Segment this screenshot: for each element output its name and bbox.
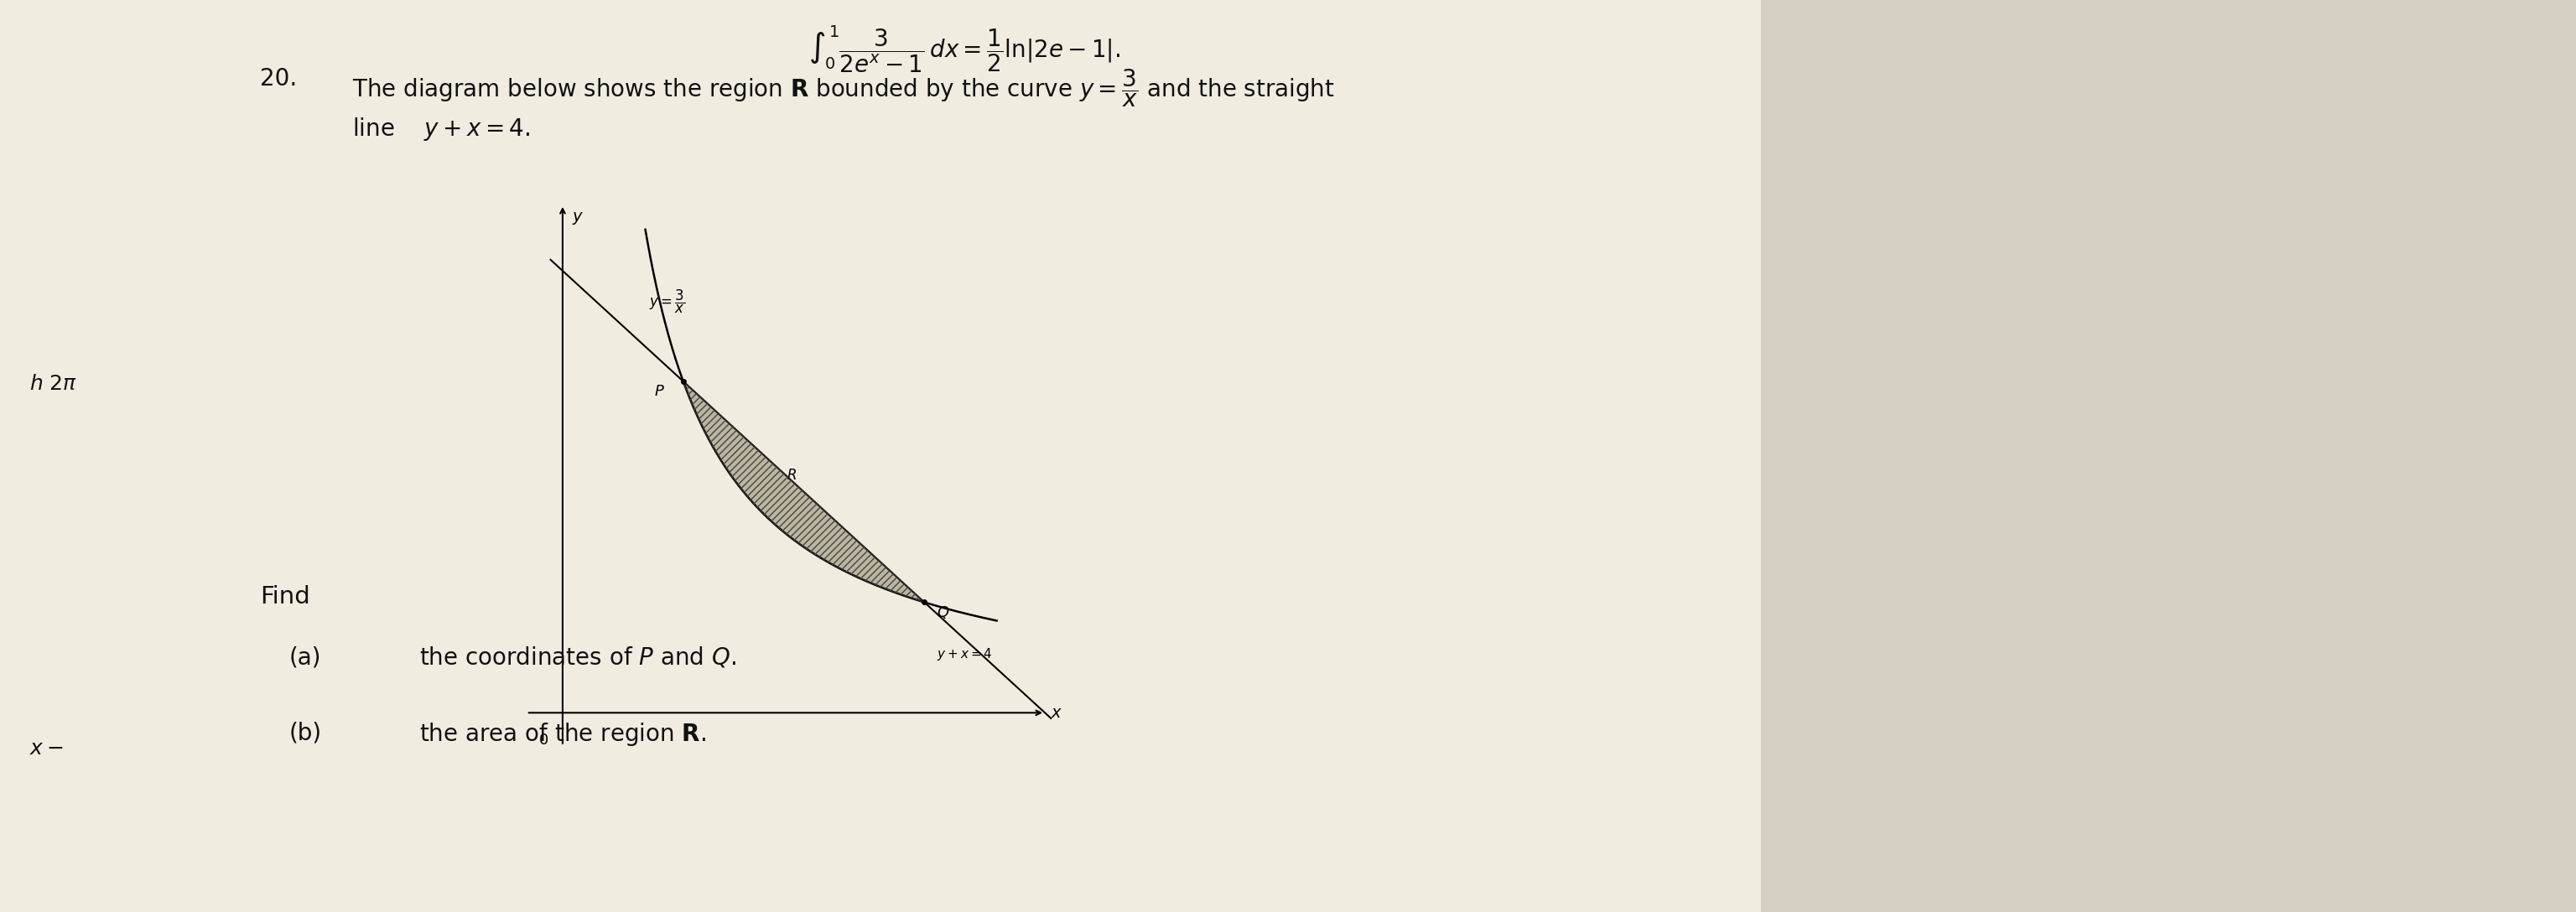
Text: the coordinates of $P$ and $Q$.: the coordinates of $P$ and $Q$. [420,646,737,669]
Text: the area of the region $\mathbf{R}$.: the area of the region $\mathbf{R}$. [420,720,706,748]
Text: 20.: 20. [260,67,296,90]
Polygon shape [683,381,925,602]
Text: $y = \dfrac{3}{x}$: $y = \dfrac{3}{x}$ [649,288,685,315]
Text: $\int_0^1 \dfrac{3}{2e^x-1}\,dx = \dfrac{1}{2}\ln|2e-1|.$: $\int_0^1 \dfrac{3}{2e^x-1}\,dx = \dfrac… [809,24,1121,75]
Text: $0$: $0$ [538,732,549,748]
Text: Find: Find [260,586,309,608]
Text: $x-$: $x-$ [28,739,64,759]
Text: (a): (a) [289,646,322,668]
Text: $P$: $P$ [654,383,665,399]
Text: line $\quad y+x=4.$: line $\quad y+x=4.$ [353,116,531,142]
Text: The diagram below shows the region $\mathbf{R}$ bounded by the curve $y=\dfrac{3: The diagram below shows the region $\mat… [353,67,1334,109]
Text: $\mathit{R}$: $\mathit{R}$ [786,468,796,482]
Text: $Q$: $Q$ [938,605,951,620]
Text: $y + x = 4$: $y + x = 4$ [938,647,992,662]
FancyBboxPatch shape [0,0,1762,912]
Text: $x$: $x$ [1051,705,1064,720]
Text: $y$: $y$ [572,210,585,226]
Text: $h\ 2\pi$: $h\ 2\pi$ [28,374,77,394]
Text: (b): (b) [289,720,322,744]
